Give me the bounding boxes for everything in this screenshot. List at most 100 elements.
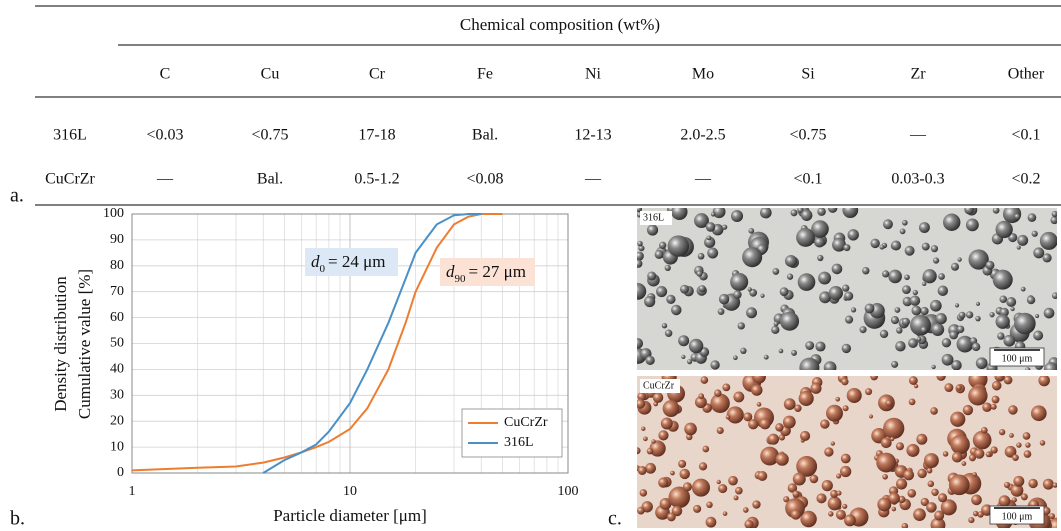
- particle: [733, 290, 742, 299]
- column-header: Other: [1008, 66, 1045, 83]
- particle: [801, 209, 813, 221]
- particle: [743, 412, 753, 422]
- particle: [935, 313, 947, 325]
- particle: [922, 269, 937, 284]
- particle: [747, 287, 752, 292]
- particle: [733, 355, 738, 361]
- particle: [658, 430, 669, 441]
- particle: [740, 347, 747, 355]
- table-cell: <0.2: [1011, 171, 1040, 188]
- particle: [786, 273, 794, 280]
- particle: [1051, 292, 1057, 300]
- particle: [836, 473, 842, 479]
- particle: [938, 493, 948, 503]
- particle: [1042, 478, 1054, 490]
- particle: [891, 506, 897, 512]
- particle: [659, 241, 667, 249]
- particle: [694, 396, 707, 409]
- particle: [908, 398, 916, 406]
- particle: [931, 364, 936, 370]
- particle: [845, 315, 854, 324]
- particle: [908, 376, 918, 385]
- particle: [792, 472, 806, 486]
- particle: [891, 240, 902, 251]
- particle: [691, 478, 711, 497]
- particle: [1003, 481, 1011, 489]
- particle: [950, 262, 960, 271]
- particle: [940, 499, 957, 516]
- particle: [1048, 513, 1056, 520]
- annotation-text: = 24 μm: [328, 252, 385, 271]
- particle: [1030, 405, 1047, 422]
- particle: [934, 510, 945, 521]
- particle: [1039, 440, 1046, 446]
- particle: [864, 303, 875, 314]
- particle: [956, 335, 974, 353]
- particle: [710, 211, 716, 217]
- particle: [968, 516, 975, 524]
- particle: [696, 270, 703, 277]
- particle: [841, 343, 852, 354]
- particle: [717, 308, 725, 316]
- particle: [763, 354, 769, 360]
- table-cell: —: [909, 127, 927, 144]
- label-box: [640, 211, 672, 225]
- particle: [1016, 245, 1021, 250]
- particle: [792, 490, 800, 498]
- particle: [941, 337, 952, 348]
- table-cell: <0.1: [1011, 127, 1040, 144]
- particle: [698, 285, 706, 293]
- particle: [904, 245, 915, 256]
- particle: [670, 470, 675, 476]
- particle: [644, 295, 656, 308]
- y-tick-label: 30: [110, 388, 124, 403]
- table-cell: 0.5-1.2: [354, 171, 399, 188]
- particle: [1017, 234, 1029, 246]
- particle: [997, 332, 1005, 340]
- particle: [985, 451, 992, 458]
- particle: [930, 517, 946, 528]
- particle: [968, 386, 988, 406]
- particle: [810, 382, 822, 394]
- table-cell: <0.03: [146, 127, 183, 144]
- particle: [794, 404, 802, 412]
- particle: [904, 274, 910, 281]
- particle: [797, 273, 816, 291]
- particle: [902, 296, 913, 307]
- micrograph-label: CuCrZr: [643, 380, 675, 391]
- particle: [1035, 314, 1040, 319]
- particle: [916, 433, 928, 445]
- table-cell: <0.08: [466, 171, 503, 188]
- particle: [1050, 216, 1057, 225]
- particle: [722, 511, 728, 516]
- particle: [722, 383, 731, 392]
- particle: [913, 384, 919, 389]
- particle: [916, 336, 922, 342]
- table-cell: 0.03-0.3: [891, 171, 944, 188]
- particle: [877, 497, 892, 512]
- particle: [1022, 432, 1031, 440]
- particle: [705, 516, 717, 528]
- particle: [992, 208, 1000, 214]
- y-tick-label: 60: [110, 310, 124, 325]
- particle: [968, 249, 989, 270]
- particle: [920, 497, 929, 507]
- column-header: Fe: [477, 66, 493, 83]
- particle: [693, 504, 702, 513]
- particle: [757, 471, 768, 481]
- column-header: Si: [801, 66, 815, 83]
- particle: [830, 441, 835, 446]
- particle: [842, 503, 848, 509]
- particle: [1020, 286, 1026, 292]
- particle: [908, 338, 918, 348]
- particle: [1013, 475, 1025, 487]
- particle: [862, 266, 870, 275]
- particle: [735, 486, 743, 495]
- particle: [815, 341, 826, 352]
- legend: [461, 408, 563, 458]
- particle: [876, 452, 897, 473]
- y-tick-label: 100: [103, 206, 124, 221]
- scale-box: [989, 347, 1045, 367]
- particle: [706, 501, 713, 509]
